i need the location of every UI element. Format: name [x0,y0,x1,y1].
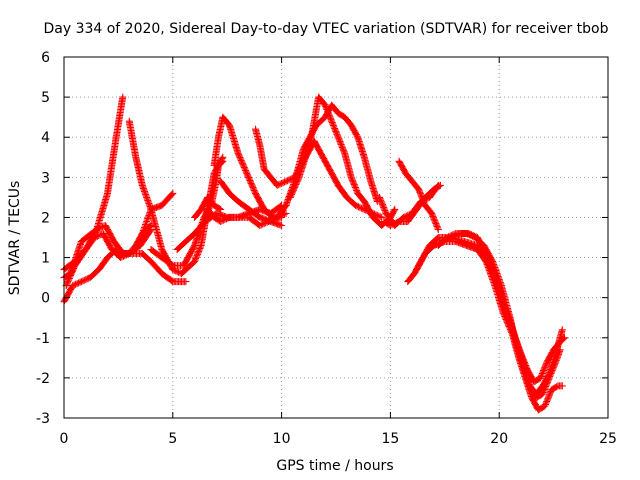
x-tick-label: 25 [599,431,617,447]
marks-layer [60,93,568,414]
x-tick-label: 20 [490,431,508,447]
y-tick-label: 2 [41,210,50,226]
x-tick-label: 10 [273,431,291,447]
series-arc-12 [217,177,286,229]
series-marks [310,137,386,221]
series-marks [447,230,568,386]
y-tick-label: 0 [41,291,50,307]
series-marks [286,93,399,229]
plot-frame [63,56,609,419]
x-tick-label: 0 [60,431,69,447]
y-tick-label: -3 [36,411,50,427]
x-tick-label: 5 [168,431,177,447]
y-tick-label: 6 [41,50,50,66]
series-marks [217,177,286,229]
series-marks [138,189,177,237]
series-arc-15 [286,93,399,229]
series-arc-8 [173,201,286,253]
y-tick-label: 3 [41,170,50,186]
series-marks [173,201,286,253]
chart-title: Day 334 of 2020, Sidereal Day-to-day VTE… [43,21,608,37]
x-tick-label: 15 [381,431,399,447]
series-arc-6 [138,189,177,237]
y-axis-label: SDTVAR / TECUs [7,181,23,296]
series-arc-23 [447,230,568,386]
series-arc-16 [310,137,386,221]
y-tick-label: 1 [41,251,50,267]
series-marks [395,157,442,233]
y-tick-label: -1 [36,331,50,347]
series-arc-11 [210,113,286,221]
series-marks [210,113,286,221]
axes-layer: 0 5 10 15 20 25 -3 -2 -1 0 1 2 3 4 5 6 [36,50,617,447]
series-arc-10 [201,157,227,221]
y-tick-label: -2 [36,371,50,387]
series-marks [201,157,227,221]
y-tick-label: 4 [41,130,50,146]
series-arc-19 [395,157,442,233]
x-axis-label: GPS time / hours [276,458,393,474]
y-tick-label: 5 [41,90,50,106]
